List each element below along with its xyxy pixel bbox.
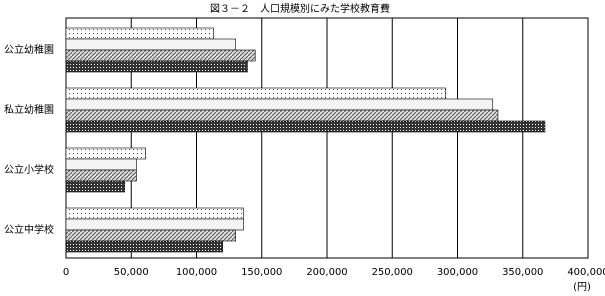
bar bbox=[65, 207, 244, 220]
y-tick-label: 公立中学校 bbox=[4, 223, 54, 236]
bar bbox=[65, 60, 248, 73]
bar bbox=[65, 229, 236, 242]
x-tick-label: 0 bbox=[63, 267, 69, 278]
y-tick-label: 公立小学校 bbox=[4, 163, 54, 176]
x-tick-label: 100,000 bbox=[176, 267, 217, 278]
x-tick-label: 200,000 bbox=[306, 267, 347, 278]
bar bbox=[65, 218, 244, 231]
y-tick-label: 私立幼稚園 bbox=[4, 103, 54, 116]
chart-title: 図３－２ 人口規模別にみた学校教育費 bbox=[210, 2, 390, 15]
bar bbox=[65, 49, 256, 62]
bar bbox=[65, 109, 499, 122]
bar bbox=[65, 98, 494, 111]
x-tick-label: 250,000 bbox=[372, 267, 413, 278]
bar bbox=[65, 27, 214, 40]
x-tick-label: 150,000 bbox=[241, 267, 282, 278]
bar bbox=[65, 240, 223, 253]
x-tick-label: 300,000 bbox=[437, 267, 478, 278]
x-tick-label: 350,000 bbox=[502, 267, 543, 278]
bar bbox=[65, 169, 137, 182]
bar bbox=[65, 38, 236, 51]
x-tick-label: 400,000 bbox=[567, 267, 605, 278]
y-tick-label: 公立幼稚園 bbox=[4, 43, 54, 56]
bar bbox=[65, 180, 126, 193]
x-axis-label: (円) bbox=[573, 282, 591, 293]
bar bbox=[65, 87, 447, 100]
x-tick-label: 50,000 bbox=[114, 267, 149, 278]
bar bbox=[65, 158, 137, 171]
bar bbox=[65, 120, 546, 133]
bar bbox=[65, 147, 146, 160]
